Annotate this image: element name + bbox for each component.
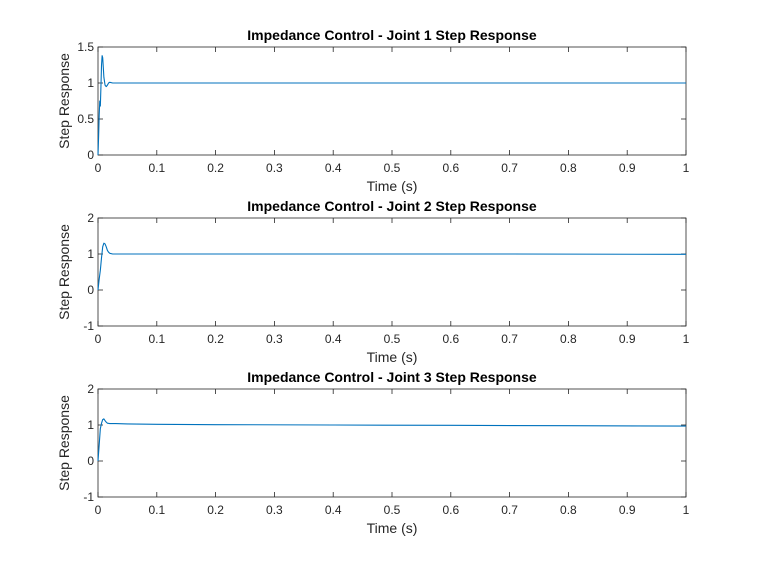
joint-1-x-tick-label: 0.5 — [384, 161, 401, 175]
joint-1-y-tick-label: 0 — [87, 148, 94, 162]
joint-2-x-tick-label: 0.8 — [560, 332, 577, 346]
joint-3-x-tick-label: 0 — [95, 503, 102, 517]
joint-3-x-tick-label: 0.1 — [148, 503, 165, 517]
joint-1-x-tick-label: 0.8 — [560, 161, 577, 175]
joint-3-y-tick-label: -1 — [83, 490, 94, 504]
joint-1-y-axis-label: Step Response — [56, 53, 72, 149]
joint-2-x-tick-label: 0.6 — [442, 332, 459, 346]
joint-3-x-axis-label: Time (s) — [367, 520, 418, 536]
joint-3-x-tick-label: 0.8 — [560, 503, 577, 517]
joint-3-x-tick-label: 0.2 — [207, 503, 224, 517]
joint-3-x-tick-label: 0.7 — [501, 503, 518, 517]
joint-2-x-axis-label: Time (s) — [367, 349, 418, 365]
joint-1-x-tick-label: 0.4 — [325, 161, 342, 175]
joint-3-y-tick-label: 0 — [87, 454, 94, 468]
joint-2-subplot: 0 0.1 0.2 0.3 0.4 0.5 0.6 0.7 0.8 0.9 1-1012Impeda… — [56, 198, 690, 365]
joint-1-y-tick-label: 1.5 — [77, 40, 94, 54]
joint-3-y-axis-label: Step Response — [56, 395, 72, 491]
joint-3-x-tick-label: 0.3 — [266, 503, 283, 517]
joint-1-x-tick-label: 0.2 — [207, 161, 224, 175]
joint-1-series-line — [97, 55, 686, 156]
joint-1-x-tick-label: 0.3 — [266, 161, 283, 175]
joint-1-axes-box — [97, 46, 687, 156]
joint-3-x-tick-label: 0.4 — [325, 503, 342, 517]
joint-1-x-tick-label: 0.1 — [148, 161, 165, 175]
joint-2-x-tick-label: 0 — [95, 332, 102, 346]
joint-3-series-line — [97, 418, 687, 462]
joint-3-x-tick-label: 0.9 — [619, 503, 636, 517]
joint-2-x-tick-label: 0.5 — [384, 332, 401, 346]
joint-2-x-tick-label: 0.9 — [619, 332, 636, 346]
joint-2-y-tick-label: -1 — [83, 319, 94, 333]
joint-2-x-tick-label: 0.2 — [207, 332, 224, 346]
joint-3-chart-title: Impedance Control - Joint 3 Step Respons… — [247, 369, 537, 385]
joint-3-x-tick-label: 1 — [683, 503, 690, 517]
joint-1-x-tick-label: 0 — [95, 161, 102, 175]
joint-3-subplot: 0 0.1 0.2 0.3 0.4 0.5 0.6 0.7 0.8 0.9 1-1012Impeda… — [56, 369, 690, 536]
joint-1-y-tick-label: 0.5 — [77, 112, 94, 126]
joint-2-x-tick-label: 0.7 — [501, 332, 518, 346]
joint-1-x-axis-label: Time (s) — [367, 178, 418, 194]
joint-2-x-tick-label: 1 — [683, 332, 690, 346]
joint-1-y-tick-label: 1 — [87, 76, 94, 90]
joint-2-chart-title: Impedance Control - Joint 2 Step Respons… — [247, 198, 537, 214]
joint-1-chart-title: Impedance Control - Joint 1 Step Respons… — [247, 27, 537, 43]
joint-2-series-line — [97, 242, 687, 291]
joint-2-axes-box — [97, 217, 687, 327]
joint-3-x-tick-label: 0.5 — [384, 503, 401, 517]
joint-3-y-tick-label: 2 — [87, 382, 94, 396]
joint-3-y-tick-label: 1 — [87, 418, 94, 432]
joint-1-subplot: 0 0.1 0.2 0.3 0.4 0.5 0.6 0.7 0.8 0.9 1 0 0.5 1 1.5 Imp… — [56, 27, 690, 194]
joint-2-y-tick-label: 1 — [87, 247, 94, 261]
joint-1-x-tick-label: 0.9 — [619, 161, 636, 175]
joint-1-x-tick-label: 1 — [683, 161, 690, 175]
joint-2-x-tick-label: 0.4 — [325, 332, 342, 346]
joint-3-axes-box — [97, 388, 687, 498]
joint-2-y-axis-label: Step Response — [56, 224, 72, 320]
joint-2-y-tick-label: 0 — [87, 283, 94, 297]
joint-2-y-tick-label: 2 — [87, 211, 94, 225]
joint-1-x-tick-label: 0.6 — [442, 161, 459, 175]
joint-2-x-tick-label: 0.1 — [148, 332, 165, 346]
joint-3-x-tick-label: 0.6 — [442, 503, 459, 517]
joint-2-x-tick-label: 0.3 — [266, 332, 283, 346]
joint-1-x-tick-label: 0.7 — [501, 161, 518, 175]
